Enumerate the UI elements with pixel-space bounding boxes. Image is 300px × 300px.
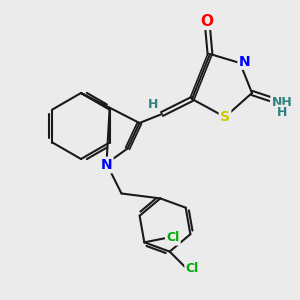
Text: N: N bbox=[239, 55, 250, 68]
Text: O: O bbox=[200, 14, 214, 28]
Text: S: S bbox=[220, 110, 230, 124]
Text: Cl: Cl bbox=[166, 231, 179, 244]
Text: N: N bbox=[101, 158, 112, 172]
Text: NH: NH bbox=[272, 95, 292, 109]
Text: Cl: Cl bbox=[186, 262, 199, 275]
Text: H: H bbox=[148, 98, 158, 112]
Text: H: H bbox=[277, 106, 287, 119]
